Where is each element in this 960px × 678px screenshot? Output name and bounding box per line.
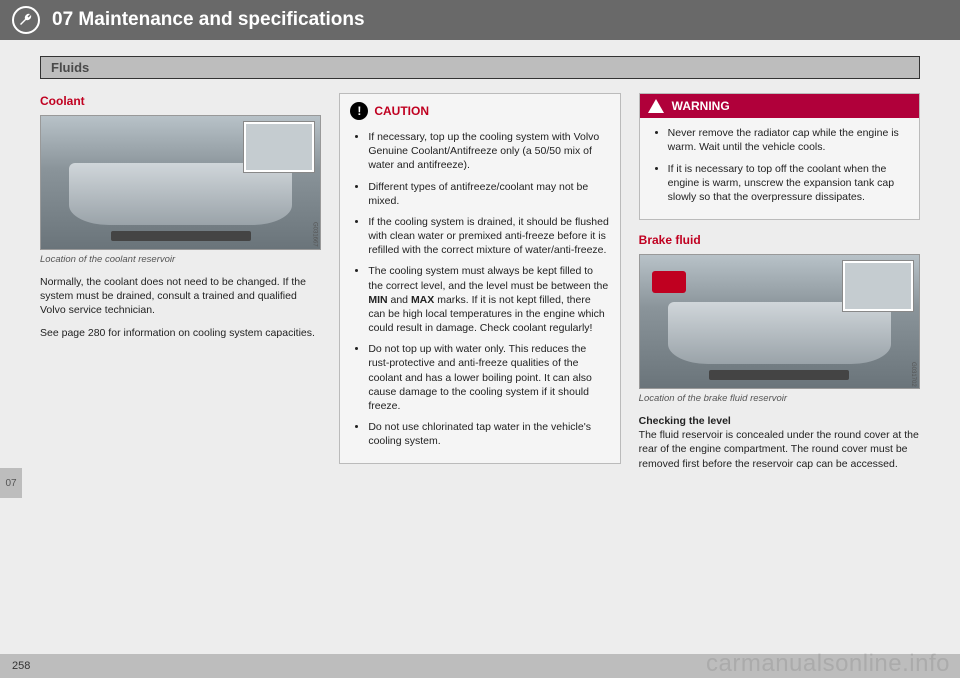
chapter-header: 07 Maintenance and specifications: [0, 0, 960, 40]
warning-header: WARNING: [640, 94, 919, 118]
coolant-heading: Coolant: [40, 93, 321, 109]
caution-item: If the cooling system is drained, it sho…: [368, 215, 609, 258]
warning-box: WARNING Never remove the radiator cap wh…: [639, 93, 920, 220]
brake-subhead: Checking the levelThe fluid reservoir is…: [639, 414, 920, 471]
warning-title: WARNING: [672, 98, 730, 114]
coolant-caption: Location of the coolant reservoir: [40, 254, 321, 267]
wrench-icon: [12, 6, 40, 34]
caution-item: Do not use chlorinated tap water in the …: [368, 420, 609, 448]
watermark: carmanualsonline.info: [706, 650, 950, 678]
column-coolant: Coolant G031667 Location of the coolant …: [40, 93, 321, 479]
caution-icon: !: [350, 102, 368, 120]
chapter-title: 07 Maintenance and specifications: [52, 9, 365, 31]
caution-item: If necessary, top up the cooling system …: [368, 130, 609, 173]
caution-item: Do not top up with water only. This redu…: [368, 342, 609, 413]
column-caution: ! CAUTION If necessary, top up the cooli…: [339, 93, 620, 479]
image-id: G031667: [310, 222, 318, 247]
caution-box: ! CAUTION If necessary, top up the cooli…: [339, 93, 620, 464]
image-id: G031702: [909, 362, 917, 387]
caution-item: The cooling system must always be kept f…: [368, 264, 609, 335]
coolant-text-2: See page 280 for information on cooling …: [40, 326, 321, 340]
caution-header: ! CAUTION: [350, 102, 609, 124]
content-columns: Coolant G031667 Location of the coolant …: [0, 79, 960, 479]
warning-list: Never remove the radiator cap while the …: [650, 126, 909, 204]
coolant-reservoir-image: G031667: [40, 115, 321, 250]
column-warning-brake: WARNING Never remove the radiator cap wh…: [639, 93, 920, 479]
warning-item: Never remove the radiator cap while the …: [668, 126, 909, 154]
section-title: Fluids: [40, 56, 920, 79]
caution-item: Different types of antifreeze/coolant ma…: [368, 180, 609, 208]
warning-item: If it is necessary to top off the coolan…: [668, 162, 909, 205]
brake-heading: Brake fluid: [639, 232, 920, 248]
caution-list: If necessary, top up the cooling system …: [350, 130, 609, 448]
warning-icon: [648, 99, 664, 113]
caution-title: CAUTION: [374, 103, 429, 119]
page-number: 258: [12, 660, 30, 672]
side-chapter-tab: 07: [0, 468, 22, 498]
brake-caption: Location of the brake fluid reservoir: [639, 393, 920, 406]
coolant-text-1: Normally, the coolant does not need to b…: [40, 275, 321, 318]
brake-reservoir-image: G031702: [639, 254, 920, 389]
